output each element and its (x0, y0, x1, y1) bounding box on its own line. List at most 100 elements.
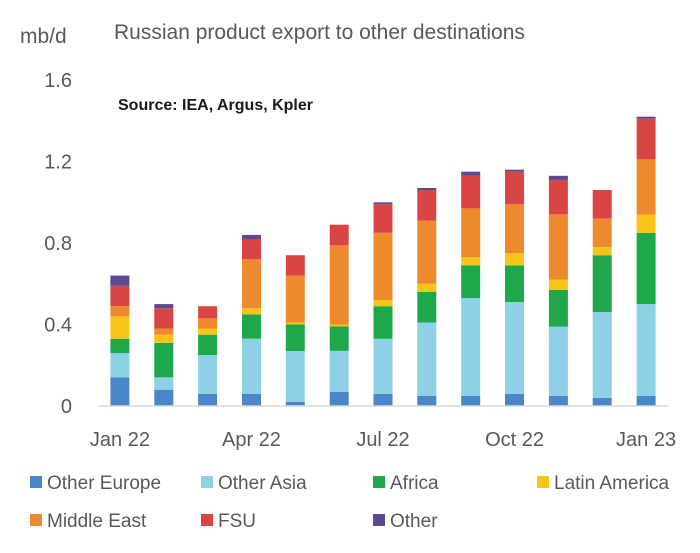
bar-segment-africa (636, 232, 656, 305)
bar-segment-other-europe (592, 397, 612, 406)
legend-swatch (373, 514, 385, 526)
bar-segment-other-europe (505, 393, 524, 406)
y-tick-label: 0.8 (44, 233, 72, 255)
bar-segment-other-europe (417, 395, 437, 406)
bar-segment-middle-east (548, 214, 568, 280)
bar-segment-fsu (285, 255, 305, 276)
bar-segment-africa (417, 291, 437, 323)
bar-segment-middle-east (198, 318, 218, 329)
bar-segment-other (548, 175, 568, 180)
source-note: Source: IEA, Argus, Kpler (118, 97, 313, 114)
bar-segment-fsu (505, 171, 524, 205)
bar-segment-fsu (417, 190, 437, 221)
bar-segment-middle-east (373, 232, 393, 300)
bar-segment-latin-america (461, 257, 481, 266)
x-tick-label: Jul 22 (356, 429, 409, 451)
bar-segment-other-europe (548, 395, 568, 406)
x-axis: Jan 22 Apr 22 Jul 22 Oct 22 Jan 23 (90, 429, 676, 451)
legend-label: Africa (390, 473, 439, 494)
legend-swatch (30, 514, 42, 526)
bar-segment-fsu (329, 224, 349, 246)
bar-segment-other-asia (592, 312, 612, 398)
bar-segment-other-asia (373, 338, 393, 394)
y-tick-label: 0.4 (44, 315, 72, 337)
bar-segment-fsu (592, 190, 612, 219)
bar-segment-middle-east (592, 218, 612, 248)
bar-segment-other-europe (198, 393, 218, 406)
bar-segment-other (636, 116, 656, 119)
bar-segment-other-europe (154, 389, 174, 406)
bar-segment-middle-east (505, 204, 524, 254)
legend-label: Other Asia (218, 473, 307, 494)
bar-segment-other-europe (242, 393, 261, 406)
bar-segment-other-asia (242, 338, 261, 394)
bar-segment-latin-america (285, 322, 305, 325)
y-axis: 0 0.4 0.8 1.2 1.6 (44, 70, 72, 418)
bars-group (110, 116, 656, 406)
bar-segment-other (417, 188, 437, 190)
bar-segment-fsu (461, 175, 481, 209)
y-tick-label: 0 (61, 396, 72, 418)
bar-segment-latin-america (505, 253, 524, 266)
bar-segment-fsu (548, 179, 568, 215)
bar-segment-latin-america (636, 214, 656, 233)
bar-segment-other-asia (548, 326, 568, 396)
bar-segment-fsu (373, 204, 393, 233)
bar-segment-other (242, 234, 261, 239)
bar-segment-other-asia (329, 351, 349, 392)
bar-segment-latin-america (417, 283, 437, 292)
bar-segment-middle-east (242, 259, 261, 309)
bar-segment-fsu (154, 308, 174, 329)
bar-segment-other (154, 304, 174, 309)
bar-segment-other-europe (461, 395, 481, 406)
x-tick-label: Jan 22 (90, 429, 150, 451)
bar-segment-middle-east (461, 208, 481, 258)
bar-segment-other-asia (505, 302, 524, 394)
x-tick-label: Oct 22 (485, 429, 544, 451)
bar-segment-middle-east (417, 220, 437, 284)
x-tick-label: Jan 23 (616, 429, 676, 451)
bar-segment-latin-america (198, 328, 218, 335)
bar-segment-latin-america (154, 334, 174, 343)
bar-segment-middle-east (110, 306, 130, 317)
bar-segment-other (110, 275, 130, 286)
bar-segment-other-asia (636, 304, 656, 396)
bar-segment-africa (329, 326, 349, 351)
legend-label: FSU (218, 511, 256, 532)
y-axis-title: mb/d (20, 25, 67, 48)
bar-segment-latin-america (242, 308, 261, 315)
bar-segment-africa (548, 289, 568, 327)
legend-label: Other Europe (47, 473, 161, 494)
bar-segment-middle-east (636, 159, 656, 215)
x-tick-label: Apr 22 (222, 429, 281, 451)
bar-segment-latin-america (592, 247, 612, 256)
bar-segment-africa (592, 255, 612, 313)
bar-segment-fsu (198, 306, 218, 319)
legend-label: Middle East (47, 511, 147, 532)
bar-segment-middle-east (154, 328, 174, 335)
bar-segment-other (461, 171, 481, 176)
bar-segment-other-europe (285, 401, 305, 406)
bar-segment-fsu (242, 238, 261, 260)
legend-swatch (201, 476, 213, 488)
bar-segment-other-europe (373, 393, 393, 406)
bar-segment-other-asia (461, 298, 481, 396)
legend-label: Latin America (554, 473, 670, 494)
bar-segment-africa (110, 338, 130, 354)
bar-segment-other (505, 169, 524, 172)
bar-segment-other-europe (329, 391, 349, 406)
bar-segment-middle-east (285, 275, 305, 323)
bar-segment-latin-america (110, 316, 130, 339)
bar-segment-latin-america (329, 324, 349, 327)
y-tick-label: 1.6 (44, 70, 72, 92)
bar-segment-other-asia (285, 351, 305, 402)
bar-segment-africa (285, 324, 305, 351)
bar-segment-africa (373, 306, 393, 339)
legend-swatch (537, 476, 549, 488)
bar-segment-africa (154, 342, 174, 378)
bar-segment-other-asia (110, 353, 130, 378)
bar-segment-latin-america (373, 300, 393, 307)
legend-swatch (30, 476, 42, 488)
bar-segment-other-europe (636, 395, 656, 406)
bar-segment-other-asia (417, 322, 437, 396)
